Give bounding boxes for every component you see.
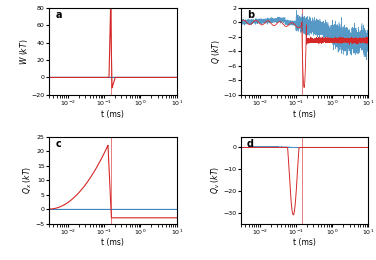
X-axis label: t (ms): t (ms) bbox=[102, 238, 124, 248]
Y-axis label: $W\ (kT)$: $W\ (kT)$ bbox=[18, 38, 30, 64]
Text: d: d bbox=[247, 139, 254, 149]
Y-axis label: $Q_v\ (kT)$: $Q_v\ (kT)$ bbox=[209, 166, 222, 194]
X-axis label: t (ms): t (ms) bbox=[293, 238, 316, 248]
Text: c: c bbox=[55, 139, 61, 149]
Text: b: b bbox=[247, 10, 254, 21]
Text: a: a bbox=[55, 10, 62, 21]
X-axis label: t (ms): t (ms) bbox=[102, 110, 124, 119]
X-axis label: t (ms): t (ms) bbox=[293, 110, 316, 119]
Y-axis label: $Q_x\ (kT)$: $Q_x\ (kT)$ bbox=[22, 166, 34, 194]
Y-axis label: $Q\ (kT)$: $Q\ (kT)$ bbox=[210, 39, 222, 64]
